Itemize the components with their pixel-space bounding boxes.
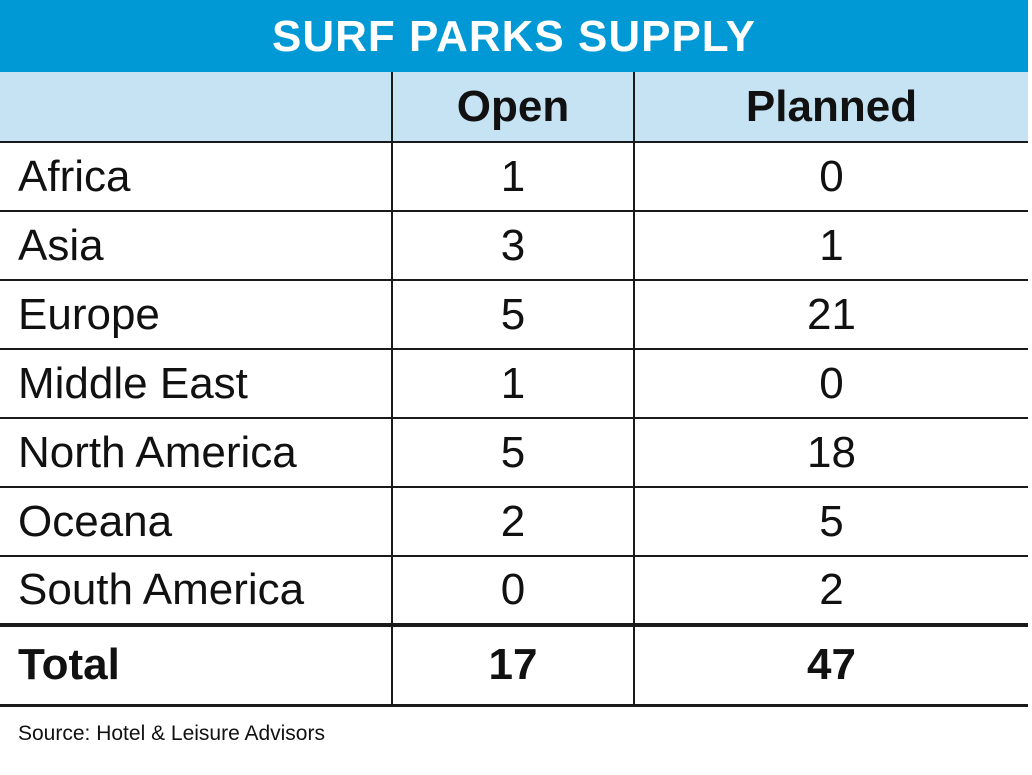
header-region (0, 72, 392, 143)
table-row: Oceana 2 5 (0, 487, 1028, 557)
open-cell: 1 (391, 349, 634, 419)
source-note: Source: Hotel & Leisure Advisors (18, 722, 325, 745)
table-row: North America 5 18 (0, 418, 1028, 488)
region-cell: Europe (0, 280, 392, 350)
header-planned: Planned (633, 72, 1028, 143)
region-cell: Asia (0, 211, 392, 281)
planned-cell: 21 (633, 280, 1028, 350)
total-row: Total 17 47 (0, 623, 1028, 707)
planned-cell: 1 (633, 211, 1028, 281)
total-label: Total (0, 623, 392, 707)
table-row: South America 0 2 (0, 556, 1028, 626)
open-cell: 1 (391, 142, 634, 212)
table-row: Africa 1 0 (0, 142, 1028, 212)
planned-cell: 5 (633, 487, 1028, 557)
region-cell: North America (0, 418, 392, 488)
open-cell: 5 (391, 418, 634, 488)
header-row: Open Planned (0, 72, 1028, 143)
open-cell: 5 (391, 280, 634, 350)
table-row: Asia 3 1 (0, 211, 1028, 281)
total-planned: 47 (633, 623, 1028, 707)
region-cell: Oceana (0, 487, 392, 557)
header-open: Open (391, 72, 634, 143)
planned-cell: 0 (633, 349, 1028, 419)
surf-parks-table: Open Planned Africa 1 0 Asia 3 1 Europe … (0, 72, 1028, 707)
region-cell: South America (0, 556, 392, 626)
open-cell: 0 (391, 556, 634, 626)
planned-cell: 0 (633, 142, 1028, 212)
table-row: Middle East 1 0 (0, 349, 1028, 419)
open-cell: 3 (391, 211, 634, 281)
total-open: 17 (391, 623, 634, 707)
table-row: Europe 5 21 (0, 280, 1028, 350)
region-cell: Africa (0, 142, 392, 212)
planned-cell: 18 (633, 418, 1028, 488)
planned-cell: 2 (633, 556, 1028, 626)
table-title: SURF PARKS SUPPLY (0, 0, 1028, 72)
region-cell: Middle East (0, 349, 392, 419)
open-cell: 2 (391, 487, 634, 557)
